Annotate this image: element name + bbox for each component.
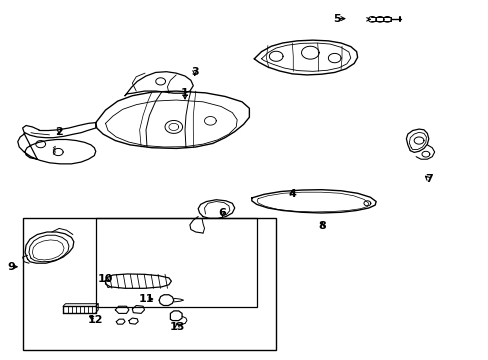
Text: 5: 5	[333, 14, 340, 24]
Text: 2: 2	[55, 127, 63, 136]
Text: 11: 11	[138, 294, 153, 304]
Text: 8: 8	[318, 221, 325, 231]
Text: 6: 6	[218, 208, 226, 218]
Text: 9: 9	[7, 262, 15, 272]
Text: 7: 7	[424, 174, 432, 184]
Text: 4: 4	[288, 189, 296, 199]
Text: 13: 13	[169, 322, 184, 332]
Text: 10: 10	[98, 274, 113, 284]
Text: 12: 12	[88, 315, 103, 325]
Bar	[22, 218, 276, 350]
Bar	[96, 218, 256, 307]
Text: 1: 1	[181, 88, 188, 98]
Text: 3: 3	[190, 67, 198, 77]
